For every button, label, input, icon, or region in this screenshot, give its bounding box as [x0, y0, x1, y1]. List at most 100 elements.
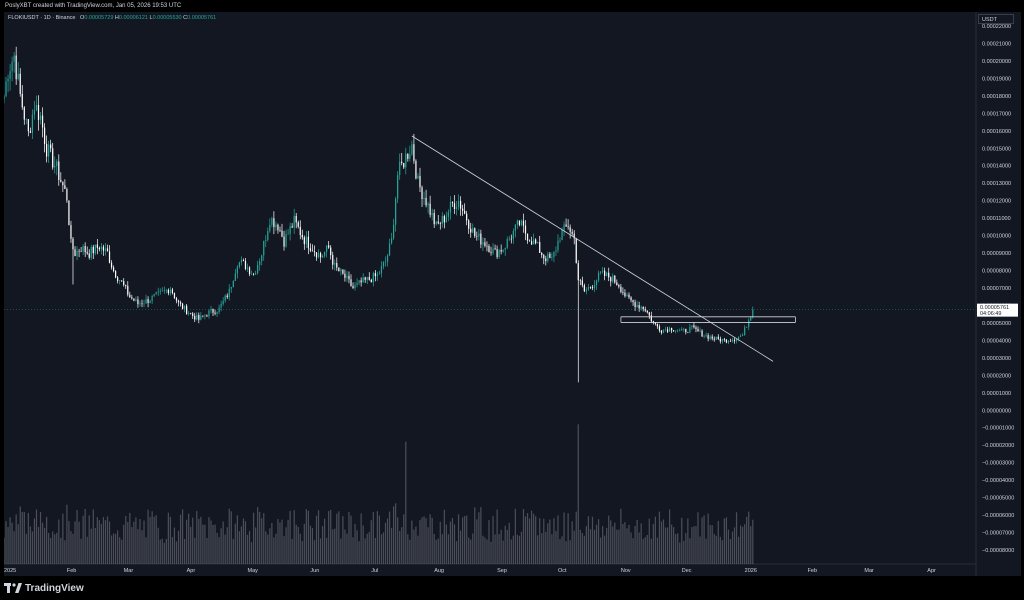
candle-body: [259, 261, 261, 266]
volume-bar: [240, 526, 243, 564]
candle-body: [338, 267, 340, 272]
volume-bar: [106, 516, 109, 564]
chart-panel[interactable]: 0.00022000 0.00021000 0.00020000 0.00019000…: [4, 12, 1021, 576]
volume-bar: [541, 533, 543, 564]
candle-body: [202, 315, 204, 317]
volume-bar: [559, 539, 561, 564]
volume-bar: [190, 526, 192, 564]
volume-bar: [133, 521, 135, 564]
candle-body: [346, 275, 348, 278]
volume-bar: [411, 520, 413, 564]
volume-bar: [528, 518, 531, 564]
y-tick-label: 0.00012000: [982, 199, 1011, 205]
candle-body: [125, 284, 127, 286]
candle-body: [569, 227, 571, 232]
candle-body: [263, 240, 265, 256]
candle-body: [397, 175, 399, 199]
candle-body: [526, 233, 529, 241]
volume-bar: [19, 506, 21, 564]
volume-bar: [196, 511, 198, 564]
candle-body: [750, 317, 752, 321]
volume-bar: [644, 537, 646, 564]
volume-bar: [127, 522, 129, 564]
volume-bar: [526, 513, 529, 564]
volume-bar: [740, 525, 742, 564]
volume-bar: [504, 525, 506, 564]
currency-selector[interactable]: USDT: [978, 14, 1014, 24]
candle-body: [58, 161, 60, 180]
volume-bar: [555, 530, 557, 564]
candle-body: [656, 323, 659, 327]
volume-bar: [486, 539, 488, 564]
candle-body: [315, 252, 318, 258]
candle-body: [486, 245, 488, 247]
candle-body: [248, 267, 251, 275]
volume-bar: [731, 531, 734, 564]
volume-bar: [98, 520, 100, 564]
candle-body: [461, 208, 464, 211]
volume-bar: [585, 526, 587, 564]
chart-credit: PoslyXBT created with TradingView.com, J…: [0, 0, 1024, 12]
volume-bar: [214, 524, 216, 564]
candle-body: [439, 223, 441, 224]
volume-bar: [60, 537, 62, 564]
volume-bar: [9, 517, 11, 564]
candle-body: [301, 234, 303, 238]
brand-logo[interactable]: TradingView: [4, 582, 84, 594]
candle-body: [27, 119, 29, 132]
candle-body: [528, 240, 531, 242]
candle-body: [163, 290, 165, 291]
volume-bar: [58, 519, 60, 564]
candle-body: [230, 286, 232, 289]
volume-bar: [636, 519, 638, 564]
candle-body: [427, 203, 429, 206]
volume-bar: [421, 517, 423, 564]
close-value: 0.00005761: [187, 15, 217, 21]
volume-bar: [744, 524, 746, 564]
low-label: L: [149, 15, 153, 21]
volume-bar: [226, 527, 228, 564]
volume-bar: [283, 536, 285, 564]
volume-bar: [48, 532, 50, 564]
volume-bar: [461, 517, 464, 564]
candle-body: [488, 245, 490, 253]
candle-body: [693, 325, 695, 328]
volume-bar: [155, 515, 157, 564]
x-tick-label: Apr: [187, 568, 196, 574]
volume-bar: [326, 537, 328, 564]
volume-bar: [220, 528, 222, 564]
volume-bar: [299, 533, 301, 564]
volume-bar: [261, 518, 263, 564]
volume-bar: [664, 527, 667, 564]
x-tick-label: Jul: [371, 568, 378, 574]
candle-body: [271, 218, 273, 225]
candle-body: [244, 260, 247, 269]
volume-bar: [737, 536, 740, 564]
candle-body: [181, 303, 184, 309]
candle-body: [731, 339, 734, 342]
volume-bar: [62, 513, 64, 564]
candle-body: [567, 226, 569, 228]
volume-bar: [188, 513, 190, 564]
volume-bar: [121, 539, 123, 564]
volume-bar: [43, 527, 46, 564]
volume-bar: [683, 540, 685, 564]
candle-body: [267, 231, 269, 241]
volume-bar: [232, 538, 234, 564]
volume-bar: [455, 541, 458, 564]
volume-bar: [508, 522, 510, 564]
volume-bar: [388, 511, 391, 564]
candle-body: [376, 274, 378, 277]
candle-body: [19, 73, 21, 94]
candle-body: [535, 239, 537, 244]
price-chart[interactable]: 0.00022000 0.00021000 0.00020000 0.00019000…: [4, 12, 1021, 576]
candle-body: [236, 266, 238, 274]
volume-bar: [520, 531, 523, 564]
candle-body: [192, 313, 194, 316]
low-value: 0.00005530: [152, 15, 182, 21]
candle-body: [638, 305, 640, 309]
volume-bar: [386, 518, 389, 564]
volume-bar: [46, 516, 48, 564]
candle-body: [321, 255, 324, 258]
volume-bar: [685, 533, 687, 564]
